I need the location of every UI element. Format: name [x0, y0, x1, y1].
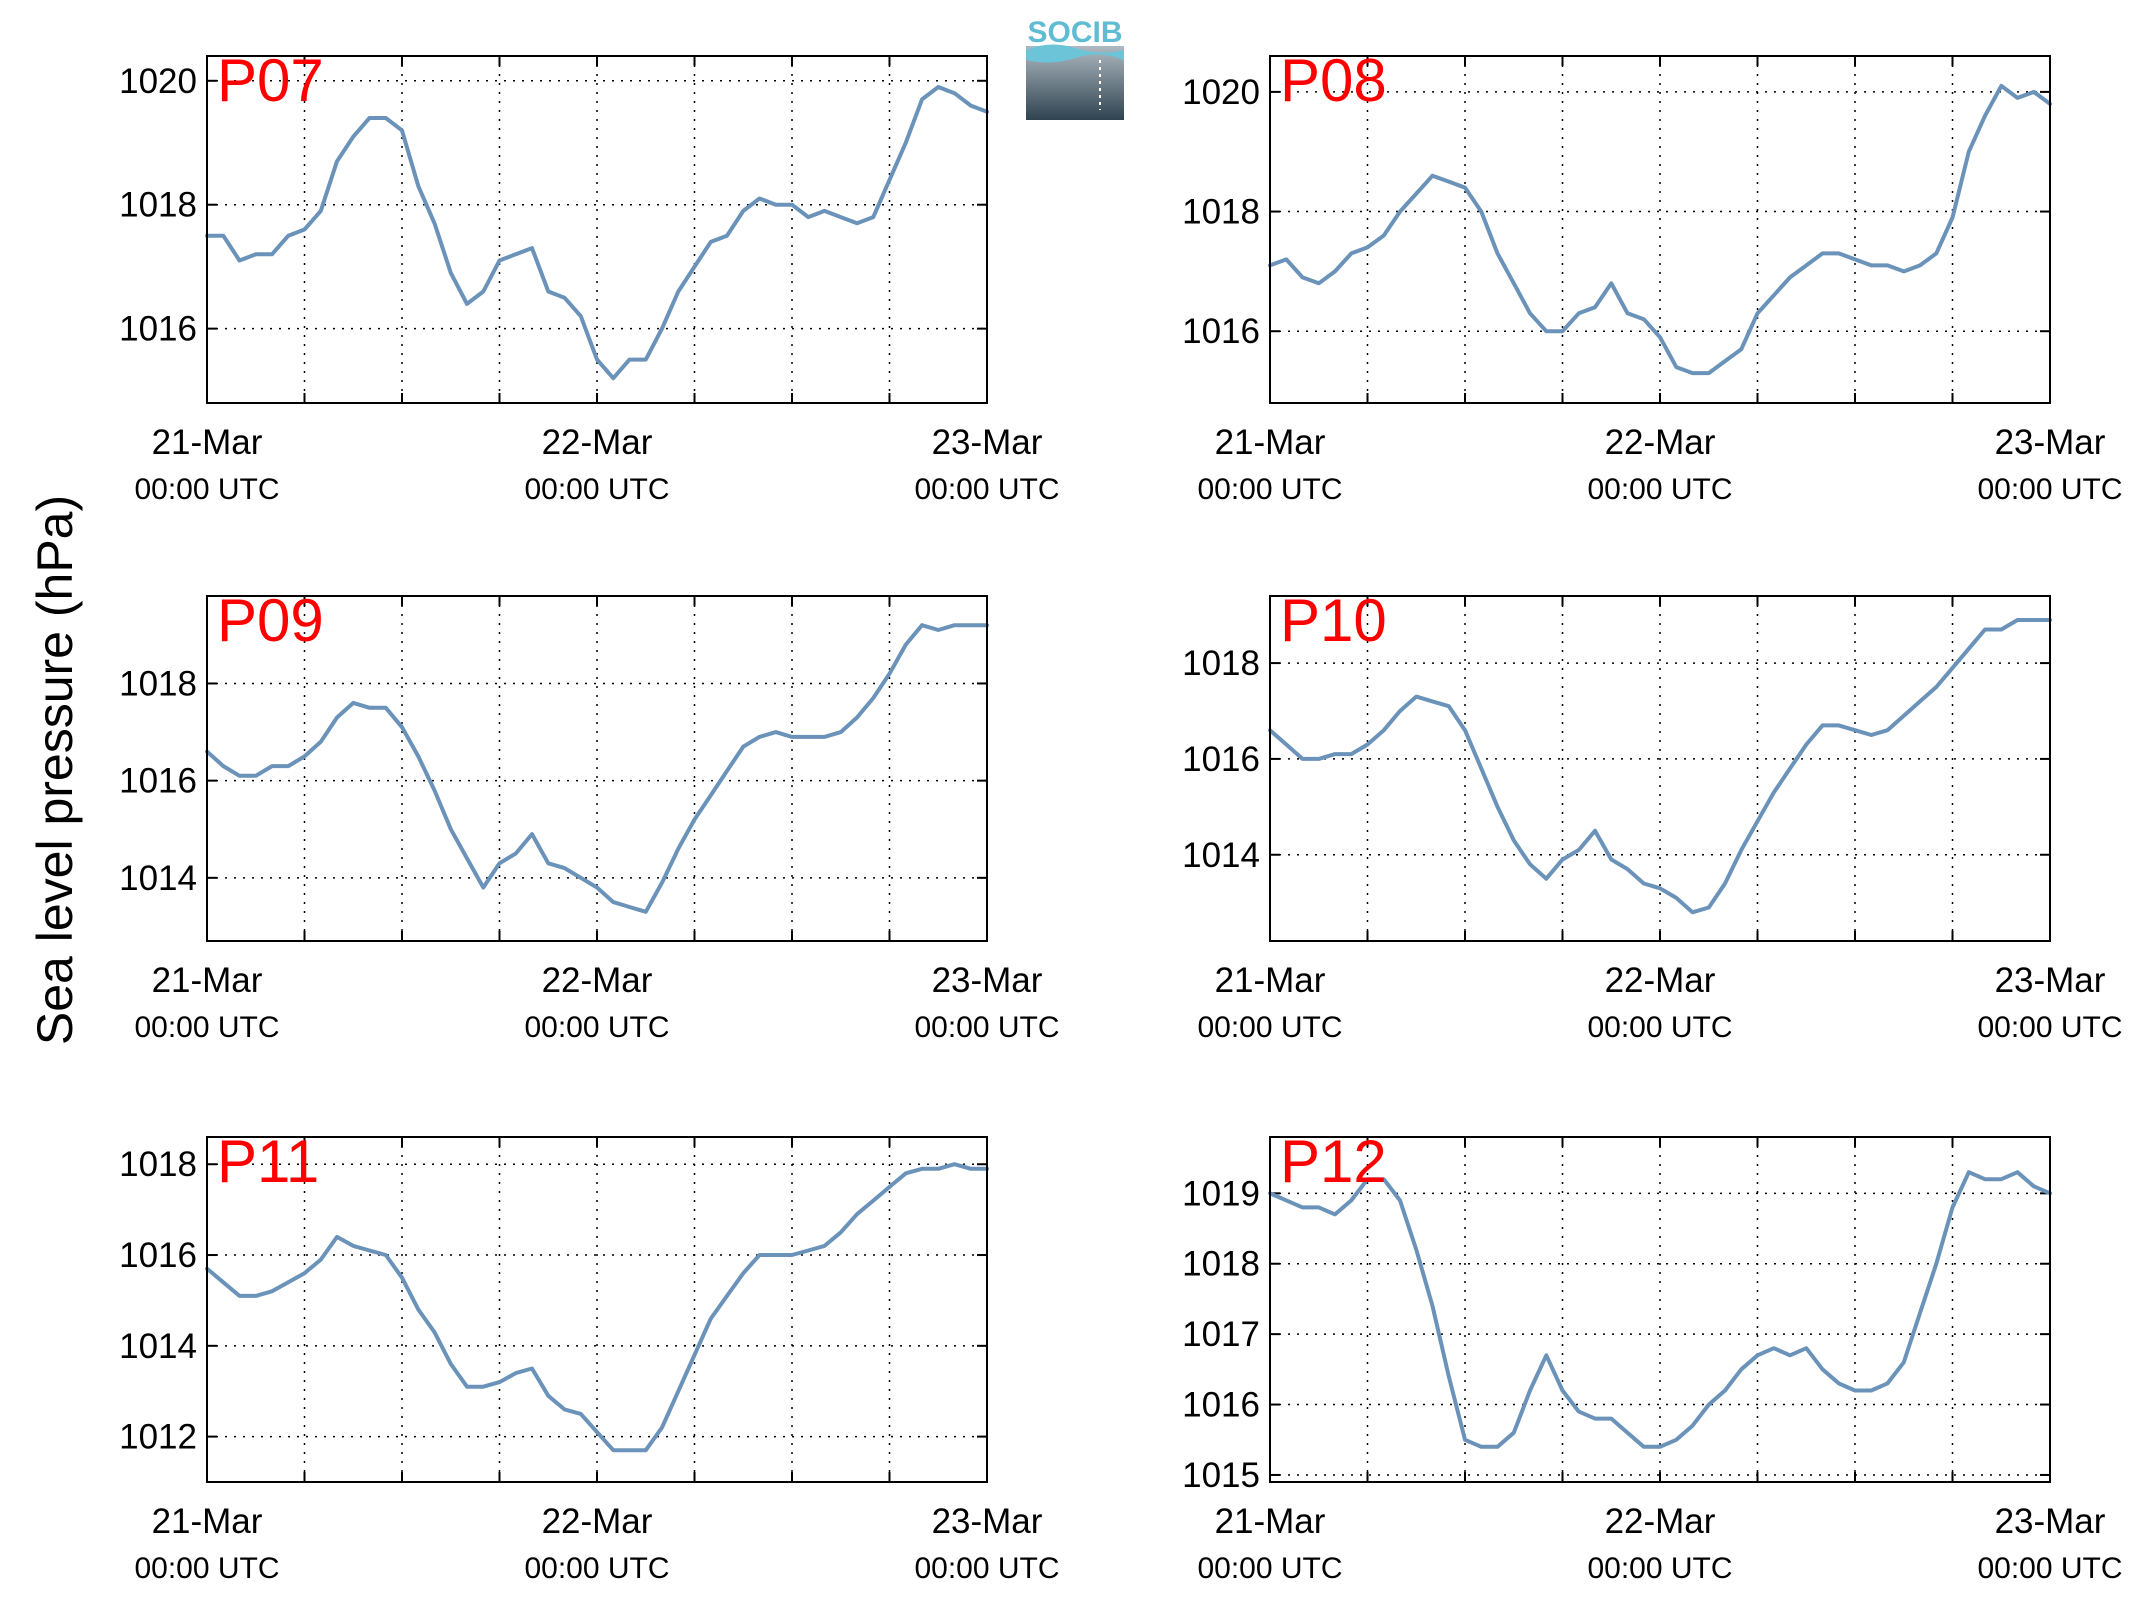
panel-p08: 1016 1018 1020 21-Mar 00:00 UTC 22-Mar 00:00 U… — [1182, 47, 2122, 506]
x-tick-date-label: 23-Mar — [1995, 961, 2106, 1000]
pressure-series-line — [1268, 83, 2052, 376]
panel-p12: 1015 1016 1017 1018 1019 21-Mar 00:00 UTC 22-Ma… — [1182, 1128, 2122, 1585]
y-tick-label: 1019 — [1182, 1174, 1260, 1213]
x-tick-time-label: 00:00 UTC — [1977, 1552, 2122, 1585]
y-tick-label: 1016 — [1182, 740, 1260, 779]
y-tick-label: 1015 — [1182, 1456, 1260, 1495]
x-tick-time-label: 00:00 UTC — [1587, 1011, 1732, 1044]
x-tick-time-label: 00:00 UTC — [914, 1552, 1059, 1585]
x-tick-time-label: 00:00 UTC — [524, 473, 669, 506]
panel-p07: 1016 1018 1020 21-Mar 00:00 UTC 22-Mar 00:00 U… — [119, 47, 1059, 506]
x-tick-time-label: 00:00 UTC — [1587, 1552, 1732, 1585]
y-tick-label: 1018 — [1182, 1245, 1260, 1284]
y-tick-label: 1020 — [119, 62, 197, 101]
station-label: P08 — [1280, 47, 1387, 114]
x-tick-time-label: 00:00 UTC — [524, 1552, 669, 1585]
x-tick-time-label: 00:00 UTC — [134, 473, 279, 506]
x-tick-date-label: 21-Mar — [1215, 961, 1326, 1000]
x-tick-date-label: 21-Mar — [152, 1502, 263, 1541]
x-tick-time-label: 00:00 UTC — [1197, 1011, 1342, 1044]
panels: 1016 1018 1020 21-Mar 00:00 UTC 22-Mar 00:00 U… — [119, 47, 2122, 1585]
y-axis-label: Sea level pressure (hPa) — [27, 495, 83, 1045]
x-tick-date-label: 22-Mar — [1605, 1502, 1716, 1541]
x-tick-date-label: 22-Mar — [1605, 423, 1716, 462]
y-tick-label: 1014 — [119, 859, 197, 898]
x-tick-time-label: 00:00 UTC — [1197, 1552, 1342, 1585]
x-tick-date-label: 22-Mar — [542, 423, 653, 462]
y-tick-label: 1014 — [119, 1327, 197, 1366]
y-tick-label: 1012 — [119, 1418, 197, 1457]
x-tick-time-label: 00:00 UTC — [134, 1552, 279, 1585]
pressure-series-line — [1268, 1170, 2052, 1449]
plot-frame — [1269, 595, 2051, 942]
pressure-series-line — [205, 85, 989, 381]
y-tick-label: 1018 — [119, 1145, 197, 1184]
x-tick-date-label: 23-Mar — [932, 961, 1043, 1000]
x-tick-time-label: 00:00 UTC — [1587, 473, 1732, 506]
station-label: P07 — [217, 47, 324, 114]
x-tick-time-label: 00:00 UTC — [914, 473, 1059, 506]
y-tick-label: 1018 — [119, 186, 197, 225]
panel-p09: 1014 1016 1018 21-Mar 00:00 UTC 22-Mar 00:00 U… — [119, 587, 1059, 1044]
y-tick-label: 1016 — [119, 1236, 197, 1275]
x-tick-date-label: 23-Mar — [932, 423, 1043, 462]
y-tick-label: 1016 — [1182, 312, 1260, 351]
x-tick-date-label: 21-Mar — [1215, 423, 1326, 462]
plot-frame — [1269, 1136, 2051, 1483]
plot-frame — [206, 1136, 988, 1483]
y-tick-label: 1020 — [1182, 73, 1260, 112]
x-tick-time-label: 00:00 UTC — [914, 1011, 1059, 1044]
y-tick-label: 1016 — [119, 310, 197, 349]
station-label: P09 — [217, 587, 324, 654]
panel-p10: 1014 1016 1018 21-Mar 00:00 UTC 22-Mar 00:00 U… — [1182, 587, 2122, 1044]
plot-frame — [206, 595, 988, 942]
y-tick-label: 1017 — [1182, 1315, 1260, 1354]
x-tick-date-label: 21-Mar — [1215, 1502, 1326, 1541]
x-tick-time-label: 00:00 UTC — [1977, 1011, 2122, 1044]
plot-frame — [1269, 55, 2051, 404]
pressure-series-line — [205, 1162, 989, 1453]
y-tick-label: 1016 — [119, 762, 197, 801]
station-label: P11 — [217, 1128, 319, 1195]
x-tick-date-label: 23-Mar — [1995, 423, 2106, 462]
station-label: P12 — [1280, 1128, 1387, 1195]
x-tick-date-label: 21-Mar — [152, 961, 263, 1000]
y-tick-label: 1014 — [1182, 836, 1260, 875]
station-label: P10 — [1280, 587, 1387, 654]
socib-logo: SOCIB — [1026, 16, 1124, 120]
y-tick-label: 1018 — [1182, 193, 1260, 232]
x-tick-date-label: 22-Mar — [542, 961, 653, 1000]
x-tick-date-label: 22-Mar — [1605, 961, 1716, 1000]
x-tick-time-label: 00:00 UTC — [134, 1011, 279, 1044]
x-tick-date-label: 22-Mar — [542, 1502, 653, 1541]
x-tick-date-label: 23-Mar — [932, 1502, 1043, 1541]
x-tick-time-label: 00:00 UTC — [1977, 473, 2122, 506]
x-tick-date-label: 21-Mar — [152, 423, 263, 462]
y-tick-label: 1018 — [119, 664, 197, 703]
y-tick-label: 1016 — [1182, 1386, 1260, 1425]
socib-logo-text: SOCIB — [1027, 16, 1122, 49]
x-tick-time-label: 00:00 UTC — [524, 1011, 669, 1044]
pressure-series-line — [205, 623, 989, 914]
x-tick-time-label: 00:00 UTC — [1197, 473, 1342, 506]
panel-p11: 1012 1014 1016 1018 21-Mar 00:00 UTC 22-Mar 00:… — [119, 1128, 1059, 1585]
y-tick-label: 1018 — [1182, 644, 1260, 683]
socib-logo-wave — [1026, 44, 1124, 63]
x-tick-date-label: 23-Mar — [1995, 1502, 2106, 1541]
plot-frame — [206, 55, 988, 404]
pressure-series-line — [1268, 618, 2052, 915]
